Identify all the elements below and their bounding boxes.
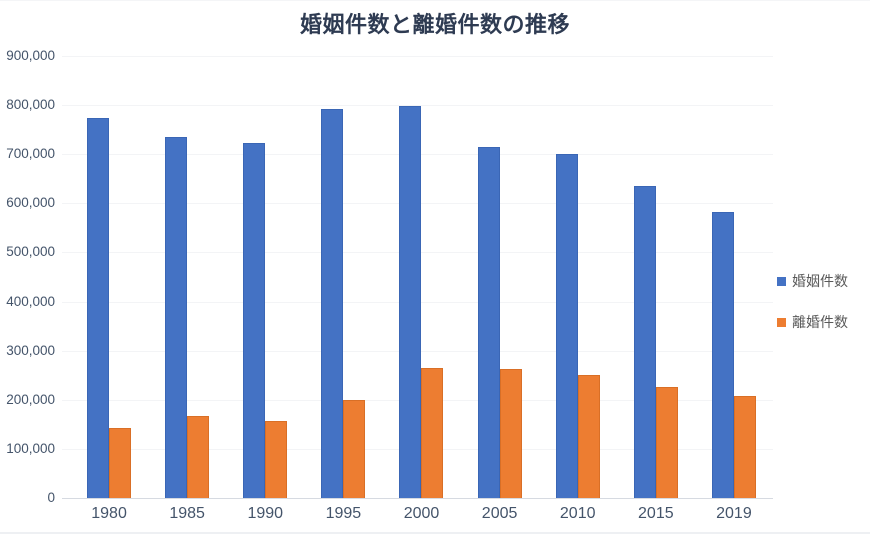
x-axis-tick-label: 1990 [247, 505, 284, 522]
divorce-bar [499, 369, 522, 498]
bar-group [382, 56, 460, 498]
bar-group [695, 56, 773, 498]
bar-group [70, 56, 148, 498]
x-axis-tick-label: 2005 [481, 505, 518, 522]
divorce-bar [109, 428, 132, 498]
bar-group [461, 56, 539, 498]
chart-title: 婚姻件数と離婚件数の推移 [299, 12, 570, 37]
bottom-border [0, 532, 870, 534]
divorce-bar [577, 375, 600, 498]
x-axis-tick-label: 2010 [559, 505, 596, 522]
marriage-bar [633, 186, 656, 498]
y-axis-tick-label: 900,000 [6, 48, 55, 63]
marriage-bar [711, 212, 734, 498]
marriage-bar [243, 143, 266, 498]
x-axis-tick-label: 1980 [91, 505, 127, 522]
y-axis-tick-label: 800,000 [6, 97, 55, 113]
divorce-bar [655, 387, 678, 498]
x-axis-tick-label: 2015 [638, 505, 674, 522]
marriage-bar [477, 147, 500, 498]
bar-group [304, 56, 382, 498]
x-axis: 1980 1985 1990 1995 2000 2005 2010 2015 2019 [70, 505, 773, 523]
divorce-bar [343, 400, 366, 498]
x-axis-tick-label: 2019 [716, 505, 752, 522]
bar-group [148, 56, 226, 498]
y-axis-tick-label: 700,000 [6, 146, 55, 162]
marriage-bar [321, 109, 344, 498]
y-axis-tick-label: 400,000 [6, 293, 55, 309]
x-axis-line [62, 498, 773, 499]
legend-label-marriage: 婚姻件数 [792, 273, 848, 289]
bar-group [539, 56, 617, 498]
bar-group [226, 56, 304, 498]
x-axis-tick-label: 1985 [169, 505, 205, 522]
gridline [62, 56, 773, 57]
y-axis-tick-label: 500,000 [6, 244, 55, 260]
marriage-series-swatch [777, 276, 786, 286]
divorce-series-swatch [777, 317, 786, 327]
y-axis-tick-label: 0 [47, 490, 55, 505]
marriage-bar [165, 137, 188, 498]
divorce-bar [265, 421, 288, 498]
bar-group [617, 56, 695, 498]
y-axis-tick-label: 200,000 [6, 391, 55, 407]
y-axis-tick-label: 300,000 [6, 342, 55, 358]
divorce-bar [733, 396, 756, 498]
divorce-bar [421, 368, 444, 498]
x-axis-tick-label: 1995 [325, 505, 362, 522]
plot-area [70, 56, 773, 498]
y-axis-tick-label: 600,000 [6, 195, 55, 211]
legend-item-divorce: 離婚件数 [777, 312, 848, 332]
marriage-bar [87, 118, 110, 498]
marriage-bar [399, 106, 422, 498]
divorce-bar [187, 416, 210, 498]
legend-item-marriage: 婚姻件数 [777, 271, 848, 291]
legend: 婚姻件数 離婚件数 [777, 271, 848, 332]
gridline [62, 105, 773, 107]
y-axis-tick-label: 100,000 [6, 440, 55, 456]
marriage-bar [555, 154, 578, 498]
x-axis-tick-label: 2000 [403, 505, 440, 522]
legend-label-divorce: 離婚件数 [792, 314, 848, 330]
